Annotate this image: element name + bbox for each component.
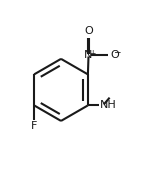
Text: NH: NH (100, 100, 117, 110)
Text: F: F (31, 121, 37, 131)
Text: N: N (84, 50, 92, 60)
Text: +: + (89, 49, 95, 58)
Text: O: O (84, 26, 93, 36)
Text: O: O (111, 50, 119, 60)
Text: −: − (113, 47, 120, 56)
